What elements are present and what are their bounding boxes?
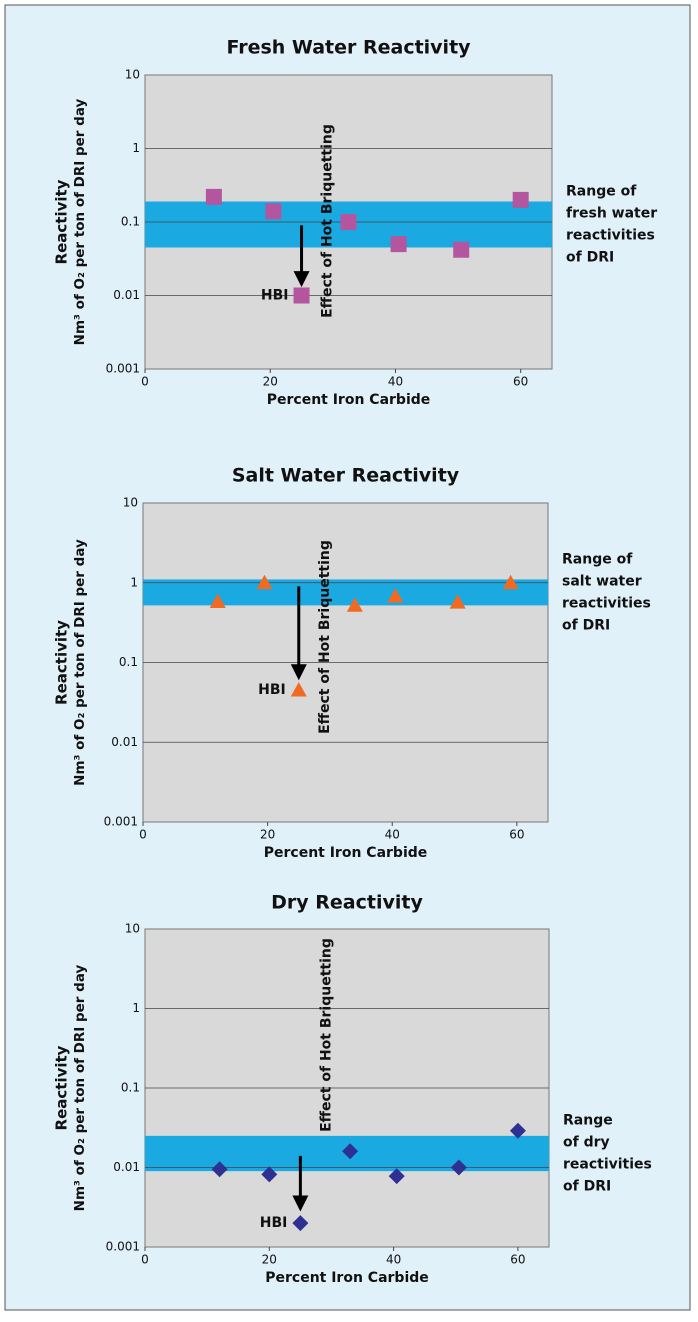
y-tick-label: 0.1 bbox=[121, 1081, 140, 1095]
data-point bbox=[512, 191, 529, 208]
range-label: reactivities bbox=[562, 595, 651, 611]
y-tick-label: 1 bbox=[130, 575, 138, 589]
range-label: fresh water bbox=[566, 206, 657, 222]
x-tick-label: 60 bbox=[513, 375, 528, 389]
effect-label: Effect of Hot Briquetting bbox=[320, 124, 336, 318]
y-tick-label: 0.001 bbox=[106, 362, 140, 376]
x-tick-label: 0 bbox=[141, 1253, 149, 1267]
range-label: salt water bbox=[562, 573, 642, 589]
hbi-label: HBI bbox=[258, 682, 286, 698]
y-tick-label: 0.01 bbox=[113, 1160, 140, 1174]
range-band bbox=[143, 579, 548, 606]
y-axis-label-2: Nm³ of O₂ per ton of DRI per day bbox=[72, 964, 88, 1211]
data-point bbox=[205, 188, 222, 205]
data-point bbox=[449, 594, 466, 609]
x-axis-label: Percent Iron Carbide bbox=[264, 845, 428, 861]
x-tick-label: 40 bbox=[388, 375, 403, 389]
range-label: of DRI bbox=[562, 617, 610, 633]
hbi-label: HBI bbox=[261, 288, 289, 304]
x-tick-label: 60 bbox=[509, 828, 524, 842]
effect-label: Effect of Hot Briquetting bbox=[317, 540, 333, 734]
x-tick-label: 20 bbox=[263, 375, 278, 389]
y-axis-label: Reactivity bbox=[53, 1045, 71, 1130]
hbi-label: HBI bbox=[260, 1215, 288, 1231]
effect-arrow-head bbox=[292, 1195, 309, 1212]
y-axis-label-2: Nm³ of O₂ per ton of DRI per day bbox=[72, 98, 88, 345]
x-axis-label: Percent Iron Carbide bbox=[265, 1270, 429, 1286]
data-point bbox=[211, 1161, 228, 1178]
x-tick-label: 40 bbox=[386, 1253, 401, 1267]
data-point bbox=[209, 593, 226, 609]
data-point bbox=[388, 1168, 405, 1185]
effect-arrow-head bbox=[293, 271, 310, 288]
y-tick-label: 0.01 bbox=[113, 288, 140, 302]
y-tick-label: 0.001 bbox=[106, 1240, 140, 1254]
y-tick-label: 10 bbox=[125, 68, 140, 82]
data-point bbox=[509, 1122, 526, 1139]
x-tick-label: 40 bbox=[385, 828, 400, 842]
data-point bbox=[265, 203, 282, 220]
y-tick-label: 0.001 bbox=[104, 815, 138, 829]
x-tick-label: 0 bbox=[139, 828, 147, 842]
data-point bbox=[340, 214, 357, 230]
chart-title: Salt Water Reactivity bbox=[232, 465, 460, 487]
data-point bbox=[346, 597, 363, 612]
data-point bbox=[290, 682, 307, 697]
data-point bbox=[387, 588, 404, 603]
y-axis-label-2: Nm³ of O₂ per ton of DRI per day bbox=[72, 539, 88, 786]
range-label: Range bbox=[563, 1113, 613, 1129]
y-tick-label: 10 bbox=[125, 922, 140, 936]
y-tick-label: 0.1 bbox=[121, 215, 140, 229]
y-axis-label: Reactivity bbox=[53, 179, 71, 264]
data-point bbox=[453, 241, 470, 258]
range-label: reactivities bbox=[566, 228, 655, 244]
effect-arrow-head bbox=[290, 664, 307, 681]
y-axis-label: Reactivity bbox=[53, 620, 71, 705]
chart-title: Dry Reactivity bbox=[271, 892, 423, 914]
y-tick-label: 10 bbox=[123, 496, 138, 510]
effect-label: Effect of Hot Briquetting bbox=[318, 938, 334, 1132]
range-label: Range of bbox=[566, 184, 637, 200]
data-point bbox=[292, 1215, 309, 1232]
data-point bbox=[502, 574, 519, 590]
data-point bbox=[256, 574, 273, 590]
x-tick-label: 20 bbox=[262, 1253, 277, 1267]
data-point bbox=[390, 236, 407, 253]
x-tick-label: 20 bbox=[260, 828, 275, 842]
data-point bbox=[342, 1143, 359, 1160]
data-point bbox=[261, 1166, 278, 1183]
range-label: of DRI bbox=[563, 1179, 611, 1195]
range-label: of dry bbox=[563, 1135, 610, 1151]
y-tick-label: 1 bbox=[132, 141, 140, 155]
y-tick-label: 0.01 bbox=[111, 735, 138, 749]
range-label: reactivities bbox=[563, 1157, 652, 1173]
data-point bbox=[293, 287, 310, 304]
x-axis-label: Percent Iron Carbide bbox=[267, 392, 431, 408]
chart-title: Fresh Water Reactivity bbox=[226, 37, 471, 59]
y-tick-label: 1 bbox=[132, 1001, 140, 1015]
range-label: of DRI bbox=[566, 250, 614, 266]
x-tick-label: 0 bbox=[141, 375, 149, 389]
data-point bbox=[450, 1159, 467, 1176]
range-label: Range of bbox=[562, 551, 633, 567]
x-tick-label: 60 bbox=[510, 1253, 525, 1267]
y-tick-label: 0.1 bbox=[119, 655, 138, 669]
